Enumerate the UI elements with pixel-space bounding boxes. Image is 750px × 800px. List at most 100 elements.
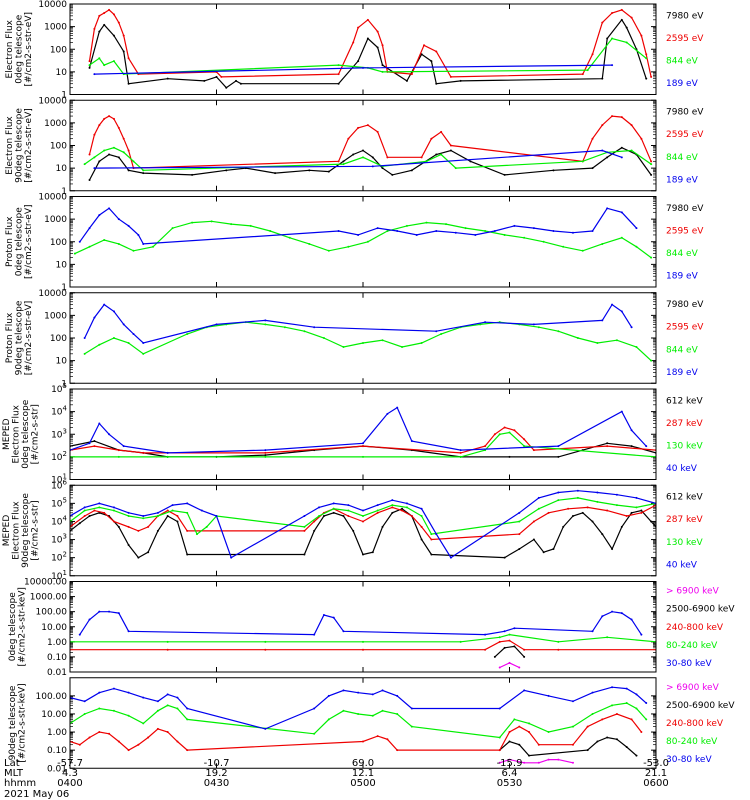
legend-entry: 189 eV [666, 368, 699, 378]
data-point [186, 502, 189, 505]
data-point [191, 221, 194, 224]
legend-entry: 287 keV [666, 419, 703, 429]
y-tick-label: 100.00 [36, 608, 68, 618]
data-point [88, 245, 91, 248]
data-point [93, 440, 96, 443]
y-tick-exponent: 3 [63, 533, 67, 541]
data-point [547, 731, 550, 734]
data-point [606, 156, 609, 159]
data-point [591, 691, 594, 694]
data-point [142, 722, 145, 725]
y-axis-label-line: MEPED [2, 418, 12, 450]
legend-entry: 40 keV [666, 464, 698, 474]
y-axis-label-line: 90deg telescope [15, 300, 25, 375]
data-point [127, 57, 130, 60]
data-point [650, 173, 653, 176]
data-point [176, 740, 179, 743]
data-point [625, 687, 628, 690]
legend-entry: 7980 eV [666, 11, 704, 21]
y-axis-label-line: Electron Flux [12, 404, 22, 463]
data-point [203, 79, 206, 82]
data-point [166, 455, 169, 458]
data-point [620, 612, 623, 615]
data-point [93, 316, 96, 319]
data-point [176, 696, 179, 699]
y-tick-label: 100 [50, 142, 67, 152]
data-point [484, 633, 487, 636]
y-axis-label: MEPEDElectron Flux90deg telescope[#/cm2-… [2, 493, 41, 568]
data-point [264, 727, 267, 730]
data-point [166, 451, 169, 454]
data-point [630, 124, 633, 127]
data-point [532, 520, 535, 523]
data-point [112, 60, 115, 63]
data-point [625, 702, 628, 705]
data-point [552, 169, 555, 172]
legend-entry: 844 eV [666, 57, 699, 67]
data-point [513, 627, 516, 630]
data-point [635, 346, 638, 349]
y-axis-label-line: [#/cm2-s-str-keV] [18, 683, 28, 762]
data-point [620, 236, 623, 239]
data-point [357, 691, 360, 694]
legend-entry: 240-800 keV [666, 623, 724, 633]
data-point [523, 236, 526, 239]
data-point [225, 86, 228, 89]
panel-frame [69, 292, 657, 384]
data-point [176, 520, 179, 523]
data-point [635, 754, 638, 757]
data-point [650, 160, 653, 163]
data-point [88, 153, 91, 156]
data-point [264, 648, 267, 651]
data-point [371, 156, 374, 159]
data-point [352, 41, 355, 44]
data-point [503, 630, 506, 633]
data-point [332, 507, 335, 510]
data-point [112, 506, 115, 509]
data-point [635, 496, 638, 499]
data-point [498, 433, 501, 436]
y-axis-label-line: [#/cm2-s-str-eV] [24, 204, 34, 279]
data-point [484, 445, 487, 448]
series-line-2500-6900-kev [494, 645, 525, 658]
data-point [381, 689, 384, 692]
data-point [410, 725, 413, 728]
data-point [117, 612, 120, 615]
data-point [581, 160, 584, 163]
data-point [108, 115, 111, 118]
data-point [171, 504, 174, 507]
data-point [303, 529, 306, 532]
data-point [596, 500, 599, 503]
data-point [528, 754, 531, 757]
legend-entry: 40 keV [666, 560, 698, 570]
y-axis-label-line: MEPED [2, 515, 12, 547]
y-tick-label: 1000 [44, 119, 67, 129]
data-point [508, 455, 511, 458]
data-point [103, 238, 106, 241]
data-point [137, 556, 140, 559]
y-tick-exponent: 5 [63, 496, 67, 504]
legend-entry: 612 keV [666, 396, 703, 406]
data-point [528, 722, 531, 725]
data-point [376, 511, 379, 514]
data-point [459, 451, 462, 454]
panel-series-group [83, 115, 653, 181]
data-point [327, 694, 330, 697]
data-point [327, 170, 330, 173]
data-point [318, 515, 321, 518]
data-point [615, 339, 618, 342]
data-point [337, 64, 340, 67]
data-point [103, 64, 106, 67]
data-point [601, 149, 604, 152]
data-point [611, 610, 614, 613]
data-point [156, 727, 159, 730]
data-point [391, 173, 394, 176]
data-point [396, 749, 399, 752]
data-point [127, 515, 130, 518]
data-point [625, 41, 628, 44]
series-line-40-kev [70, 406, 647, 454]
y-tick-label: 1000 [44, 23, 67, 33]
